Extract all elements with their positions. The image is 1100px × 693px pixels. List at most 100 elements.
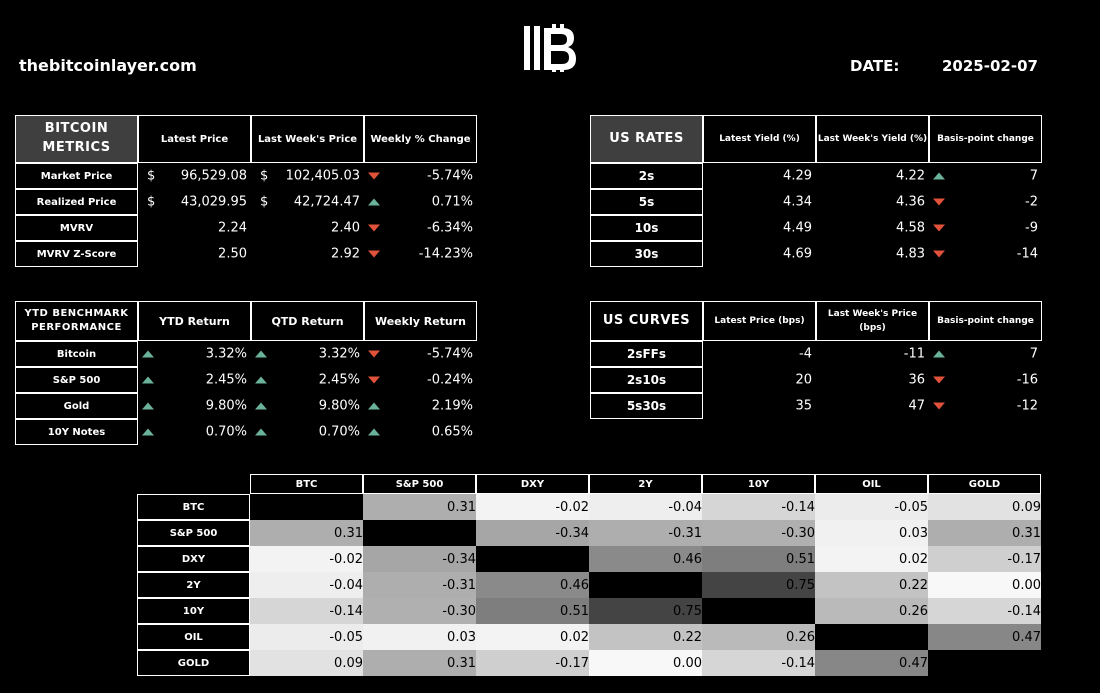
corr-cell: -0.05: [250, 624, 363, 650]
down-arrow-icon: [368, 376, 380, 384]
corr-cell: 0.31: [250, 520, 363, 546]
col-label-line-1: Last Week's Price: [827, 308, 918, 319]
last-value: 102,405.03: [285, 168, 360, 184]
row-label: Bitcoin: [15, 341, 138, 367]
corr-cell: 0.46: [589, 546, 702, 572]
corr-cell: 0.26: [702, 624, 815, 650]
change-value: -14.23%: [418, 246, 473, 262]
row-label: 5s: [590, 189, 703, 215]
corr-row-2y: 2Y: [137, 572, 250, 598]
corr-cell: -0.14: [702, 494, 815, 520]
table-row: 2sFFs -4 -11 7: [590, 341, 1042, 367]
col-latest-yield: Latest Yield (%): [703, 115, 816, 163]
currency-symbol: $: [147, 194, 156, 210]
change-value: -9: [1025, 220, 1038, 236]
ytd-value: 9.80%: [205, 398, 247, 414]
corr-cell: 0.47: [928, 624, 1041, 650]
row-label: Realized Price: [15, 189, 138, 215]
corr-cell: -0.14: [928, 598, 1041, 624]
row-label: MVRV Z-Score: [15, 241, 138, 267]
corr-cell: [589, 572, 702, 598]
down-arrow-icon: [933, 402, 945, 410]
up-arrow-icon: [255, 376, 267, 384]
currency-symbol: $: [260, 168, 269, 184]
col-last-week-price-bps: Last Week's Price (bps): [816, 301, 929, 341]
last-value: 2.40: [331, 220, 360, 236]
row-label: S&P 500: [15, 367, 138, 393]
down-arrow-icon: [368, 172, 380, 180]
corr-cell: -0.02: [250, 546, 363, 572]
last-value: 2.92: [331, 246, 360, 262]
corr-cell: -0.14: [702, 650, 815, 676]
table-row: MVRV Z-Score 2.50 2.92 -14.23%: [15, 241, 477, 267]
col-label-line-2: (bps): [859, 323, 886, 333]
us-rates-table: US RATES Latest Yield (%) Last Week's Yi…: [590, 115, 1042, 267]
corr-cell: -0.14: [250, 598, 363, 624]
table-row: 5s 4.34 4.36 -2: [590, 189, 1042, 215]
corr-cell: 0.03: [363, 624, 476, 650]
qtd-value: 3.32%: [318, 346, 360, 362]
change-value: -2: [1025, 194, 1038, 210]
latest-value: 2.50: [218, 246, 247, 262]
latest-value: 20: [795, 372, 812, 388]
corr-cell: -0.05: [815, 494, 928, 520]
row-label: 2s: [590, 163, 703, 189]
up-arrow-icon: [933, 172, 945, 180]
col-weekly-return: Weekly Return: [364, 301, 477, 341]
col-latest-price-bps: Latest Price (bps): [703, 301, 816, 341]
corr-cell: [815, 624, 928, 650]
date-value: 2025-02-07: [942, 57, 1038, 75]
down-arrow-icon: [933, 198, 945, 206]
qtd-value: 2.45%: [318, 372, 360, 388]
ytd-value: 2.45%: [205, 372, 247, 388]
site-name: thebitcoinlayer.com: [19, 56, 197, 75]
table-row: S&P 500 0.31 -0.34 -0.31 -0.30 0.03 0.31: [137, 520, 1041, 546]
table-row: 10s 4.49 4.58 -9: [590, 215, 1042, 241]
corr-cell: -0.30: [702, 520, 815, 546]
corr-cell: -0.34: [363, 546, 476, 572]
latest-value: 43,029.95: [180, 194, 247, 210]
corr-col-btc: BTC: [250, 474, 363, 494]
last-value: 47: [908, 398, 925, 414]
corr-cell: 0.02: [815, 546, 928, 572]
ytd-value: 3.32%: [205, 346, 247, 362]
row-label: 30s: [590, 241, 703, 267]
corr-cell: 0.03: [815, 520, 928, 546]
table-row: S&P 500 2.45% 2.45% -0.24%: [15, 367, 477, 393]
corr-col-2y: 2Y: [589, 474, 702, 494]
col-weekly-change: Weekly % Change: [364, 115, 477, 163]
corr-cell: 0.31: [928, 520, 1041, 546]
table-row: 30s 4.69 4.83 -14: [590, 241, 1042, 267]
row-label: 10Y Notes: [15, 419, 138, 445]
corr-cell: 0.51: [476, 598, 589, 624]
change-value: 0.71%: [431, 194, 473, 210]
corr-cell: 0.31: [363, 650, 476, 676]
up-arrow-icon: [255, 402, 267, 410]
table-row: 2Y -0.04 -0.31 0.46 0.75 0.22 0.00: [137, 572, 1041, 598]
row-label: MVRV: [15, 215, 138, 241]
corr-row-10y: 10Y: [137, 598, 250, 624]
corr-cell: [928, 650, 1041, 676]
last-value: 36: [908, 372, 925, 388]
table-row: 5s30s 35 47 -12: [590, 393, 1042, 419]
date-label: DATE:: [850, 57, 900, 75]
corr-row-s-p-500: S&P 500: [137, 520, 250, 546]
corr-row-btc: BTC: [137, 494, 250, 520]
us-curves-table: US CURVES Latest Price (bps) Last Week's…: [590, 301, 1042, 419]
last-value: -11: [903, 346, 925, 362]
table-row: Market Price $96,529.08 $102,405.03 -5.7…: [15, 163, 477, 189]
ytd-benchmark-title: YTD BENCHMARK PERFORMANCE: [15, 301, 138, 341]
up-arrow-icon: [255, 428, 267, 436]
weekly-value: -5.74%: [427, 346, 473, 362]
bitcoin-metrics-title: BITCOIN METRICS: [15, 115, 138, 163]
ytd-benchmark-table: YTD BENCHMARK PERFORMANCE YTD Return QTD…: [15, 301, 477, 445]
corr-cell: 0.31: [363, 494, 476, 520]
row-label: Gold: [15, 393, 138, 419]
up-arrow-icon: [255, 350, 267, 358]
title-line-1: YTD BENCHMARK: [24, 307, 129, 319]
correlation-matrix: BTC S&P 500 DXY 2Y 10Y OIL GOLD BTC 0.31 -0.02 -0.…: [137, 474, 1041, 676]
last-value: 4.58: [896, 220, 925, 236]
qtd-value: 9.80%: [318, 398, 360, 414]
corr-cell: -0.17: [928, 546, 1041, 572]
ytd-value: 0.70%: [205, 424, 247, 440]
